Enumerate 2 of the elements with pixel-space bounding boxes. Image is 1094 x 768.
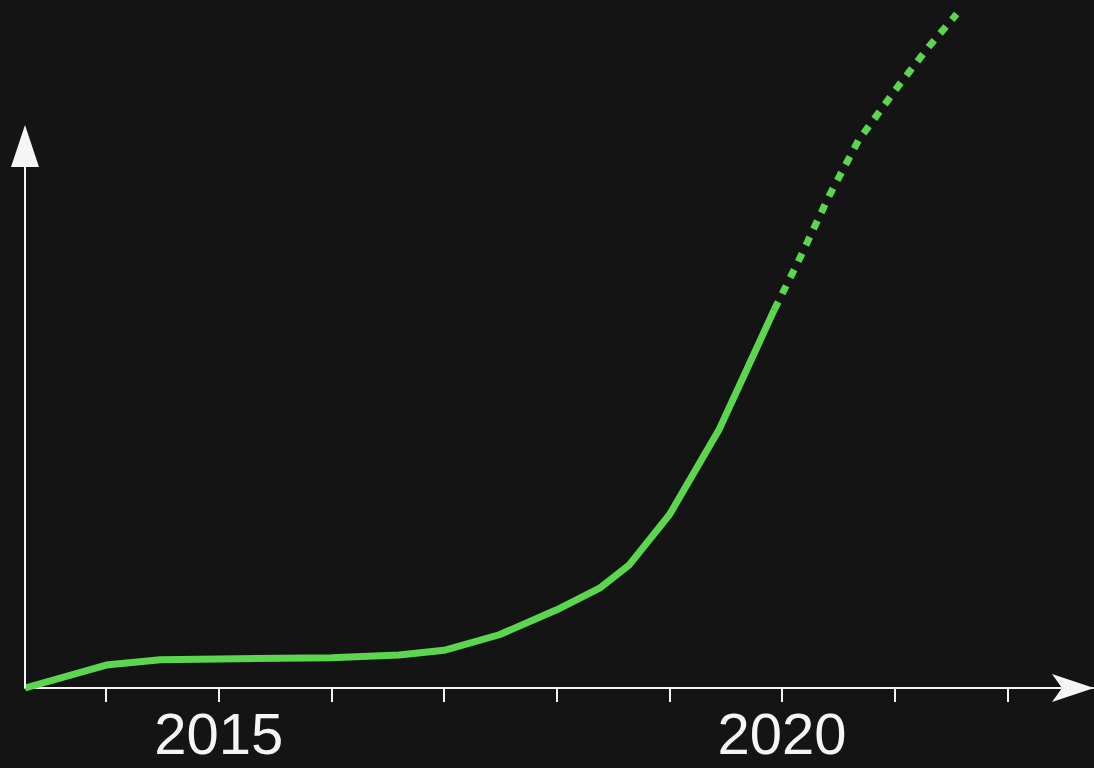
- x-tick-label: 2020: [717, 700, 847, 766]
- x-tick-label: 2015: [154, 700, 284, 766]
